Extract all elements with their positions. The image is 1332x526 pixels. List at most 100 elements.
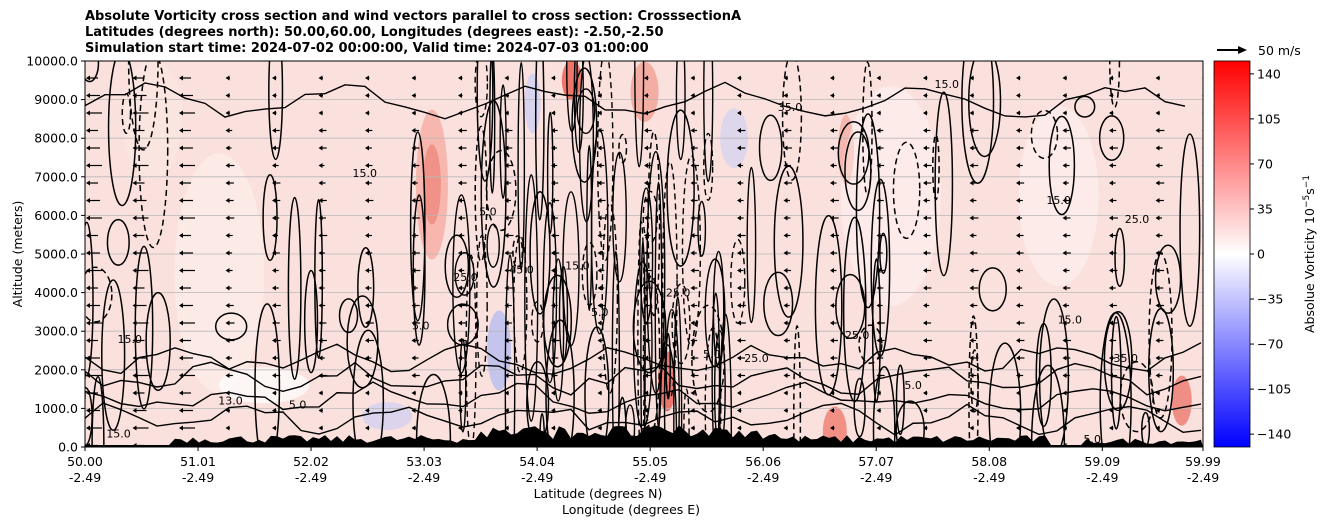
contour-line [758, 114, 783, 182]
wind-vector-head [272, 425, 276, 431]
wind-vector-head [179, 355, 183, 361]
wind-vector-head [1109, 355, 1113, 361]
wind-vector-head [783, 128, 788, 133]
x-tick-label-latitude: 52.02 [293, 454, 329, 469]
contour-line [988, 342, 1022, 447]
wind-vector-head [969, 338, 974, 343]
wind-vector-head [411, 145, 416, 151]
contour-line [85, 81, 1186, 120]
contour-line [642, 190, 659, 244]
contour-label: 5.0 [289, 398, 307, 411]
wind-vector-head [1062, 268, 1067, 273]
wind-vector-head [551, 198, 555, 203]
vorticity-patch [1018, 106, 1099, 287]
wind-key: 50 m/s [1217, 43, 1301, 58]
wind-vector-head [1109, 75, 1113, 81]
wind-vector-head [132, 408, 137, 413]
wind-vector-head [737, 180, 741, 186]
wind-vector-head [365, 198, 369, 203]
wind-vector-head [876, 180, 881, 186]
vorticity-patch [415, 109, 448, 260]
wind-vector-head [272, 110, 276, 116]
plot-area: 15.0 15.0 13.0 5.0 15.0 5.0 25.0 5.0 45.0 15.0 5.0… [84, 60, 1204, 448]
contour-line [476, 61, 494, 182]
wind-vector-head [644, 75, 648, 81]
wind-vector-head [969, 145, 974, 151]
colorbar: 140 105 70 35 0 −35 −70 −105 −140 Absolue Vortic… [1213, 60, 1317, 448]
vorticity-patch [561, 61, 582, 101]
contour-label: 5.0 [591, 306, 609, 319]
contour-line [517, 61, 526, 271]
contour-line [106, 218, 130, 266]
colorbar-tick-label: −35 [1257, 292, 1283, 307]
wind-vector-head [1016, 390, 1020, 396]
wind-vector-head [1109, 425, 1113, 431]
wind-vector-head [458, 163, 462, 168]
wind-vector-head [597, 128, 602, 133]
wind-vector-head [876, 303, 881, 308]
wind-vector-head [458, 373, 462, 378]
contour-line [1119, 361, 1154, 433]
contour-line [499, 84, 507, 199]
wind-vector-head [830, 250, 834, 256]
wind-vector-head [318, 338, 323, 343]
wind-vector-head [458, 285, 462, 291]
wind-vector-head [783, 110, 788, 116]
wind-vector-head [272, 355, 276, 361]
wind-vector-head [318, 373, 323, 378]
wind-vector-head [365, 373, 369, 378]
wind-vector-head [318, 93, 323, 98]
colorbar-tick-label: −140 [1257, 427, 1291, 442]
wind-vector-head [86, 145, 90, 151]
x-tick-label-latitude: 53.03 [406, 454, 442, 469]
wind-vector-head [783, 163, 788, 168]
wind-vector-head [458, 355, 462, 361]
wind-vector-head [318, 215, 323, 221]
wind-vector-head [969, 355, 974, 361]
wind-vector-head [1109, 93, 1113, 98]
wind-vector-head [876, 198, 881, 203]
wind-vector-head [458, 180, 462, 186]
wind-vector-head [86, 303, 90, 308]
contour-line [763, 271, 794, 337]
wind-vector-head [1109, 443, 1113, 447]
wind-vector-head [411, 373, 416, 378]
contour-line [666, 109, 695, 267]
wind-vector-head [923, 145, 927, 151]
wind-vector-head [830, 93, 834, 98]
wind-vector-head [597, 285, 602, 291]
contour-labels: 15.0 15.0 13.0 5.0 15.0 5.0 25.0 5.0 45.0 15.0 5.0… [106, 78, 1149, 446]
wind-vector-head [179, 425, 183, 431]
wind-vector-head [411, 390, 416, 396]
wind-vector-head [458, 198, 462, 203]
wind-vector-head [737, 110, 741, 116]
wind-vector-head [690, 443, 695, 447]
wind-vector-head [225, 268, 230, 273]
wind-vector-head [737, 320, 741, 326]
wind-vector-head [923, 93, 927, 98]
wind-vector-head [132, 285, 137, 291]
wind-vector-head [1109, 390, 1113, 396]
wind-vector-head [132, 145, 137, 151]
wind-vector-head [411, 198, 416, 203]
wind-vector-head [179, 110, 183, 116]
wind-vector-head [690, 268, 695, 273]
wind-vector-head [876, 215, 881, 221]
wind-vector-head [504, 443, 509, 447]
wind-vector-head [504, 215, 509, 221]
wind-vector-head [318, 128, 323, 133]
wind-vector-head [411, 233, 416, 238]
contour-line [746, 166, 757, 324]
wind-vector-head [504, 250, 509, 256]
wind-vector-head [365, 425, 369, 431]
wind-vector-head [458, 110, 462, 116]
wind-vector-head [1155, 338, 1160, 343]
wind-vector-head [830, 320, 834, 326]
wind-vector-head [1016, 285, 1020, 291]
wind-vector-head [737, 355, 741, 361]
wind-vector-head [225, 145, 230, 151]
wind-vector-head [737, 75, 741, 81]
wind-vector-head [737, 128, 741, 133]
wind-vector-head [644, 233, 648, 238]
wind-vector-head [597, 408, 602, 413]
